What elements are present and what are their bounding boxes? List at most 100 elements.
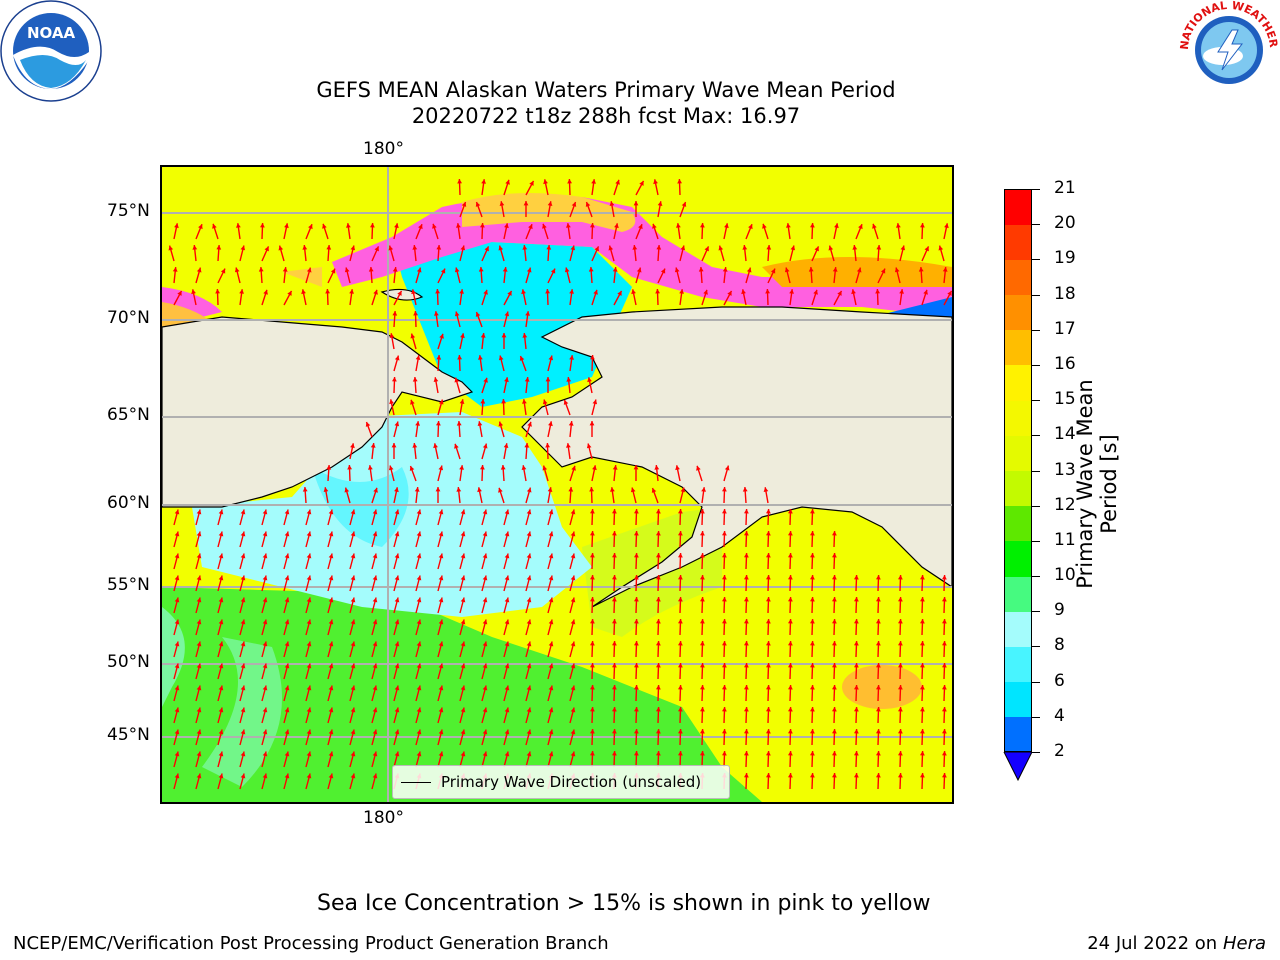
colorbar-segment: [1004, 294, 1032, 331]
wave-arrow-head: [418, 224, 423, 230]
wave-arrow-head: [546, 245, 552, 250]
wave-arrow-head: [608, 245, 614, 251]
wave-arrow-head: [700, 641, 705, 646]
nws-logo: NATIONAL WEATHER SERVICE: [1174, 0, 1280, 100]
wave-arrow-head: [482, 685, 488, 691]
wave-arrow-head: [416, 531, 422, 537]
wave-arrow-head: [526, 663, 532, 669]
wave-arrow-head: [590, 355, 595, 360]
wave-arrow-head: [655, 289, 660, 294]
wave-arrow-head: [632, 245, 638, 250]
colorbar-tick-label: 18: [1054, 283, 1076, 304]
colorbar-segment: [1004, 611, 1032, 647]
wave-arrow-head: [482, 531, 488, 537]
wave-arrow-head: [306, 729, 312, 735]
wave-arrow-head: [416, 575, 422, 581]
wave-arrow-head: [548, 641, 554, 647]
wave-arrow-head: [700, 663, 705, 668]
wave-arrow-head: [568, 421, 574, 426]
wave-arrow-head: [766, 641, 771, 646]
wave-arrow-head: [832, 729, 837, 734]
wave-arrow-head: [942, 597, 947, 602]
wave-arrow-head: [350, 245, 356, 251]
wave-arrow-head: [722, 729, 727, 734]
wave-arrow-head: [460, 619, 466, 625]
wave-arrow-head: [894, 267, 900, 273]
wave-arrow-head: [810, 707, 815, 712]
wave-arrow-head: [262, 707, 268, 713]
wave-arrow-head: [436, 245, 442, 250]
wave-arrow-head: [856, 267, 862, 273]
wave-arrow-head: [898, 597, 903, 602]
wave-arrow-head: [612, 663, 617, 668]
wave-arrow-head: [548, 355, 554, 361]
colorbar-tick-label: 11: [1054, 529, 1076, 550]
wave-arrow-head: [394, 355, 400, 361]
wave-arrow-head: [898, 773, 903, 778]
wave-arrow-head: [832, 531, 837, 536]
wave-arrow-head: [762, 223, 767, 229]
wave-arrow-head: [766, 751, 771, 756]
wave-arrow-head: [328, 663, 334, 669]
wave-arrow-head: [481, 179, 486, 184]
wave-arrow-head: [306, 553, 312, 559]
wave-arrow-head: [372, 729, 378, 735]
wave-arrow-head: [262, 531, 268, 537]
wave-arrow-head: [240, 641, 246, 647]
wave-arrow-head: [570, 707, 576, 713]
wave-arrow-head: [741, 289, 746, 295]
wave-arrow-head: [504, 685, 510, 691]
wave-arrow-head: [590, 663, 595, 668]
wave-arrow-head: [656, 553, 661, 558]
wave-arrow-head: [394, 663, 400, 669]
wave-arrow-head: [192, 245, 198, 250]
wave-arrow-head: [810, 619, 815, 624]
wave-arrow-head: [748, 224, 753, 230]
colorbar-tick-label: 16: [1054, 353, 1076, 374]
wave-arrow-head: [872, 223, 877, 229]
wave-arrow-head: [350, 751, 356, 757]
wave-arrow-head: [438, 707, 444, 713]
wave-arrow-head: [788, 619, 793, 624]
wave-arrow-head: [742, 245, 748, 250]
wave-arrow-head: [880, 268, 886, 274]
wave-arrow-head: [548, 575, 554, 581]
colorbar-tick: [1032, 681, 1040, 683]
wave-arrow-head: [810, 729, 815, 734]
wave-arrow-head: [174, 685, 180, 691]
wave-arrow-head: [526, 729, 532, 735]
wave-arrow-head: [703, 289, 708, 295]
wave-arrow-head: [788, 553, 793, 558]
wave-arrow-head: [500, 465, 506, 470]
wave-arrow-head: [502, 267, 508, 272]
colorbar-tick: [1032, 716, 1040, 718]
wave-arrow-head: [484, 246, 489, 252]
wave-arrow-head: [631, 289, 636, 295]
wave-arrow-head: [475, 312, 481, 317]
noaa-text: NOAA: [27, 24, 76, 42]
colorbar-tick-label: 17: [1054, 318, 1076, 339]
wave-arrow-head: [504, 707, 510, 713]
wave-arrow-head: [898, 641, 903, 646]
wave-arrow-head: [394, 553, 400, 559]
wave-arrow-head: [923, 289, 928, 295]
map-panel: Primary Wave Direction (unscaled): [160, 165, 954, 804]
wave-arrow-head: [504, 509, 510, 515]
wave-arrow-head: [196, 641, 202, 647]
wave-arrow-head: [590, 707, 595, 712]
wave-arrow-head: [920, 729, 925, 734]
wave-arrow-head: [548, 729, 554, 735]
wave-arrow-head: [636, 267, 642, 273]
wave-arrow-head: [504, 223, 509, 229]
wave-arrow-head: [700, 707, 705, 712]
wave-arrow-head: [942, 619, 947, 624]
wave-arrow-head: [526, 531, 532, 537]
wave-arrow-head: [365, 422, 371, 427]
colorbar-tick-label: 10: [1054, 565, 1076, 586]
wave-arrow-head: [832, 751, 837, 756]
wave-arrow-head: [416, 707, 422, 713]
wave-arrow-head: [920, 773, 925, 778]
wave-arrow-head: [810, 223, 815, 228]
colorbar-tick-label: 9: [1054, 600, 1065, 621]
ocean-orange-patch: [842, 665, 922, 709]
